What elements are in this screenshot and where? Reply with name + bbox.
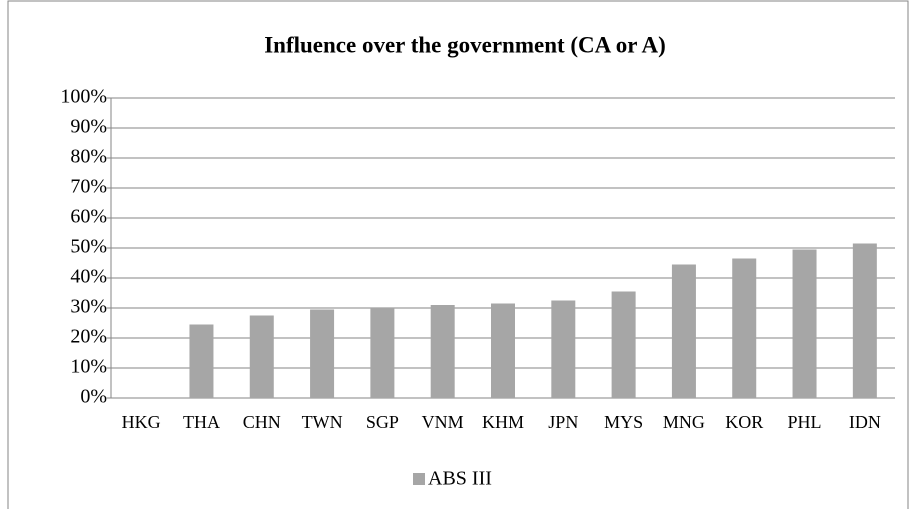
bar <box>249 315 274 398</box>
x-tick-label: CHN <box>243 412 281 432</box>
x-tick-label: MNG <box>663 412 705 432</box>
bar <box>189 324 214 398</box>
bar <box>852 243 877 398</box>
x-tick-label: MYS <box>604 412 643 432</box>
bar <box>491 303 515 398</box>
y-tick-label: 70% <box>70 176 107 198</box>
y-tick-label: 40% <box>70 266 107 288</box>
bar <box>732 258 757 398</box>
y-tick-label: 0% <box>80 386 107 408</box>
x-tick-label: THA <box>183 412 220 432</box>
y-tick-label: 10% <box>70 356 107 378</box>
legend-label: ABS III <box>428 468 492 490</box>
y-tick-label: 20% <box>70 326 107 348</box>
x-tick-label: JPN <box>548 412 578 432</box>
y-tick-label: 90% <box>70 116 107 138</box>
bar <box>671 264 696 398</box>
chart-title: Influence over the government (CA or A) <box>264 32 666 57</box>
x-tick-label: HKG <box>122 412 161 432</box>
y-tick-label: 50% <box>70 236 107 258</box>
bar <box>370 308 395 398</box>
bar <box>611 291 636 398</box>
x-tick-label: KHM <box>482 412 524 432</box>
x-tick-label: PHL <box>788 412 822 432</box>
y-tick-label: 60% <box>70 206 107 228</box>
legend-swatch <box>413 473 425 485</box>
x-tick-label: IDN <box>849 412 881 432</box>
x-tick-label: KOR <box>725 412 763 432</box>
y-tick-label: 80% <box>70 146 107 168</box>
bar <box>551 300 576 398</box>
chart-frame <box>7 0 909 509</box>
y-tick-label: 30% <box>70 296 107 318</box>
x-tick-label: TWN <box>302 412 343 432</box>
x-tick-label: SGP <box>366 412 399 432</box>
bar <box>792 249 817 398</box>
x-tick-label: VNM <box>422 412 464 432</box>
bar <box>430 305 455 398</box>
y-tick-label: 100% <box>60 86 107 108</box>
bar <box>310 309 335 398</box>
